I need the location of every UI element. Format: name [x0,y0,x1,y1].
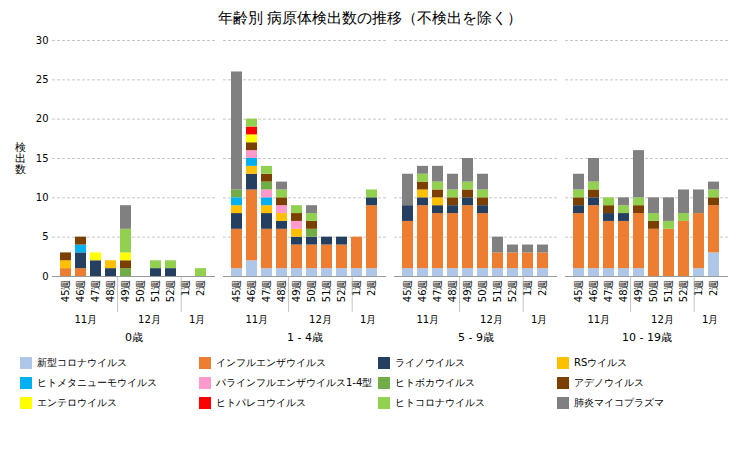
svg-text:11月: 11月 [587,314,610,325]
svg-text:1週: 1週 [693,280,704,296]
svg-text:1月: 1月 [189,314,205,325]
svg-text:46週: 46週 [588,280,599,303]
html-text:インフルエンザウイルス: インフルエンザウイルス [216,357,326,368]
svg-text:47週: 47週 [261,280,272,303]
svg-text:49週: 49週 [462,280,473,303]
html-text:ヒトコロナウイルス: ヒトコロナウイルス [395,397,485,408]
svg-text:48週: 48週 [105,280,116,303]
svg-text:50週: 50週 [306,280,317,303]
svg-text:48週: 48週 [618,280,629,303]
svg-text:49週: 49週 [120,280,131,303]
svg-text:46週: 46週 [246,280,257,303]
svg-text:2週: 2週 [366,280,377,296]
svg-text:51週: 51週 [492,280,503,303]
svg-text:45週: 45週 [402,280,413,303]
svg-text:検出数: 検出数 [15,141,26,176]
svg-text:1月: 1月 [531,314,547,325]
svg-text:49週: 49週 [291,280,302,303]
svg-text:52週: 52週 [507,280,518,303]
svg-text:45週: 45週 [60,280,71,303]
html-text:RSウイルス: RSウイルス [574,357,628,368]
html-text:ヒトボカウイルス: ヒトボカウイルス [395,377,475,388]
svg-text:12月: 12月 [480,314,503,325]
svg-text:45週: 45週 [231,280,242,303]
svg-text:47週: 47週 [432,280,443,303]
svg-text:52週: 52週 [336,280,347,303]
svg-text:5: 5 [42,231,48,242]
svg-text:10 - 19歳: 10 - 19歳 [622,331,672,344]
svg-text:47週: 47週 [603,280,614,303]
html-text:肺炎マイコプラズマ: 肺炎マイコプラズマ [574,397,664,408]
svg-text:0: 0 [42,271,48,282]
svg-text:25: 25 [36,74,49,85]
svg-text:12月: 12月 [651,314,674,325]
html-text:年齢別 病原体検出数の推移（不検出を除く）: 年齢別 病原体検出数の推移（不検出を除く） [217,9,523,27]
svg-text:47週: 47週 [90,280,101,303]
svg-text:46週: 46週 [75,280,86,303]
svg-text:5 - 9歳: 5 - 9歳 [458,331,494,344]
svg-text:50週: 50週 [135,280,146,303]
html-text:ライノウイルス: ライノウイルス [395,357,465,368]
svg-text:30: 30 [36,35,49,46]
svg-text:51週: 51週 [321,280,332,303]
svg-text:12月: 12月 [309,314,332,325]
svg-text:45週: 45週 [573,280,584,303]
svg-text:1月: 1月 [702,314,718,325]
svg-text:46週: 46週 [417,280,428,303]
svg-text:51週: 51週 [663,280,674,303]
svg-text:48週: 48週 [276,280,287,303]
svg-text:1 - 4歳: 1 - 4歳 [287,331,323,344]
html-text:ヒトメタニューモウイルス: ヒトメタニューモウイルス [37,377,157,388]
html-text:エンテロウイルス: エンテロウイルス [37,397,117,408]
svg-text:50週: 50週 [477,280,488,303]
svg-text:2週: 2週 [195,280,206,296]
svg-text:11月: 11月 [74,314,97,325]
svg-text:15: 15 [36,153,49,164]
svg-text:49週: 49週 [633,280,644,303]
html-text:アデノウイルス: アデノウイルス [574,377,644,388]
svg-text:11月: 11月 [245,314,268,325]
html-text:パラインフルエンザウイルス1-4型: パラインフルエンザウイルス1-4型 [216,377,373,388]
svg-text:48週: 48週 [447,280,458,303]
svg-text:1週: 1週 [351,280,362,296]
svg-text:11月: 11月 [416,314,439,325]
svg-text:1週: 1週 [180,280,191,296]
svg-text:51週: 51週 [150,280,161,303]
svg-text:1週: 1週 [522,280,533,296]
svg-text:10: 10 [36,192,49,203]
html-text:新型コロナウイルス: 新型コロナウイルス [37,357,127,368]
svg-text:0歳: 0歳 [125,331,143,344]
svg-text:52週: 52週 [678,280,689,303]
svg-text:2週: 2週 [708,280,719,296]
svg-text:2週: 2週 [537,280,548,296]
html-text:ヒトパレコウイルス: ヒトパレコウイルス [216,397,306,408]
svg-text:20: 20 [36,113,49,124]
svg-text:50週: 50週 [648,280,659,303]
svg-text:12月: 12月 [138,314,161,325]
svg-text:52週: 52週 [165,280,176,303]
svg-text:1月: 1月 [360,314,376,325]
